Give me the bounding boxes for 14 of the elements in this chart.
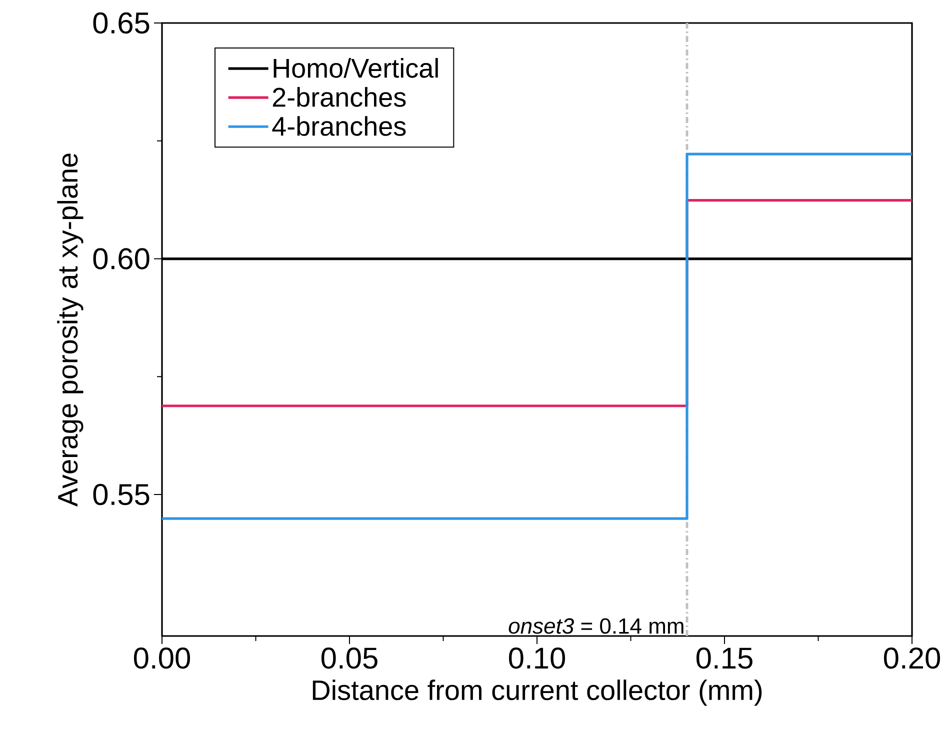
x-tick-label: 0.10 [508,648,566,669]
x-tick-label: 0.15 [696,648,752,669]
y-axis-title: Average porosity at xy-plane [57,154,84,507]
y-tick-label: 0.60 [93,248,150,270]
legend-label: Homo/Vertical [274,58,438,78]
x-tick-label: 0.05 [321,648,378,669]
x-tick-label: 0.00 [134,648,190,669]
legend-label: 4-branches [272,116,406,136]
y-tick-label: 0.65 [93,12,150,34]
y-tick-label: 0.55 [93,484,150,506]
x-axis-title: Distance from current collector (mm) [312,680,762,706]
legend-label: 2-branches [272,87,406,107]
x-tick-label: 0.20 [884,648,940,669]
ref-line-label: onset3 = 0.14 mm [508,618,684,634]
